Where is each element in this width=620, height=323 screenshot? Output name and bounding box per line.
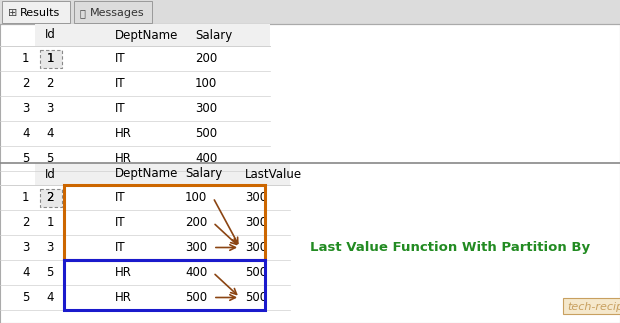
Text: HR: HR [115, 291, 132, 304]
Text: 2: 2 [46, 191, 54, 204]
Text: IT: IT [115, 102, 126, 115]
Text: 3: 3 [22, 102, 29, 115]
Text: 1: 1 [46, 216, 54, 229]
Bar [563, 298, 620, 314]
Text: tech-recipes.com: tech-recipes.com [567, 302, 620, 312]
Text: 5: 5 [46, 266, 54, 279]
Text: 3: 3 [46, 102, 54, 115]
Text: ⊞: ⊞ [8, 8, 17, 18]
Text: HR: HR [115, 266, 132, 279]
Text: 2: 2 [46, 77, 54, 90]
Text: 300: 300 [245, 191, 267, 204]
Text: LastValue: LastValue [245, 168, 302, 181]
Text: 3: 3 [22, 241, 29, 254]
FancyBboxPatch shape [40, 49, 62, 68]
Text: DeptName: DeptName [115, 28, 179, 41]
Text: 1: 1 [22, 191, 30, 204]
Text: IT: IT [115, 191, 126, 204]
Text: 500: 500 [185, 291, 207, 304]
Text: HR: HR [115, 152, 132, 165]
Text: 400: 400 [185, 266, 207, 279]
Text: 3: 3 [46, 241, 54, 254]
Text: IT: IT [115, 77, 126, 90]
Text: Id: Id [45, 168, 55, 181]
Text: 2: 2 [22, 77, 30, 90]
Bar [35, 163, 290, 185]
Text: 4: 4 [46, 291, 54, 304]
Text: 1: 1 [46, 52, 54, 65]
Bar [0, 0, 620, 24]
Text: 5: 5 [46, 152, 54, 165]
Text: DeptName: DeptName [115, 168, 179, 181]
Text: 200: 200 [195, 52, 217, 65]
Text: 4: 4 [46, 127, 54, 140]
Text: 100: 100 [195, 77, 217, 90]
Text: 5: 5 [22, 291, 29, 304]
Text: 300: 300 [185, 241, 207, 254]
Text: IT: IT [115, 52, 126, 65]
Bar [64, 185, 265, 260]
Text: 2: 2 [46, 191, 54, 204]
Text: Salary: Salary [185, 168, 222, 181]
Text: 500: 500 [245, 291, 267, 304]
Bar [74, 1, 152, 23]
Text: 2: 2 [22, 216, 30, 229]
Text: 400: 400 [195, 152, 217, 165]
Text: Id: Id [45, 28, 55, 41]
Text: IT: IT [115, 241, 126, 254]
Text: 4: 4 [22, 127, 30, 140]
Text: 500: 500 [195, 127, 217, 140]
Text: 5: 5 [22, 152, 29, 165]
Bar [64, 260, 265, 310]
Text: 1: 1 [46, 52, 54, 65]
Text: 300: 300 [245, 216, 267, 229]
Bar [2, 1, 70, 23]
Text: 300: 300 [195, 102, 217, 115]
FancyBboxPatch shape [40, 189, 62, 206]
Text: Results: Results [20, 8, 60, 18]
Text: IT: IT [115, 216, 126, 229]
Text: Salary: Salary [195, 28, 232, 41]
Text: 300: 300 [245, 241, 267, 254]
Text: 4: 4 [22, 266, 30, 279]
Text: 1: 1 [22, 52, 30, 65]
Text: Last Value Function With Partition By: Last Value Function With Partition By [310, 241, 590, 254]
Text: 100: 100 [185, 191, 207, 204]
Text: 🗒: 🗒 [80, 8, 86, 18]
Text: 200: 200 [185, 216, 207, 229]
Text: 500: 500 [245, 266, 267, 279]
Text: HR: HR [115, 127, 132, 140]
Text: Messages: Messages [90, 8, 144, 18]
Bar [35, 24, 270, 46]
